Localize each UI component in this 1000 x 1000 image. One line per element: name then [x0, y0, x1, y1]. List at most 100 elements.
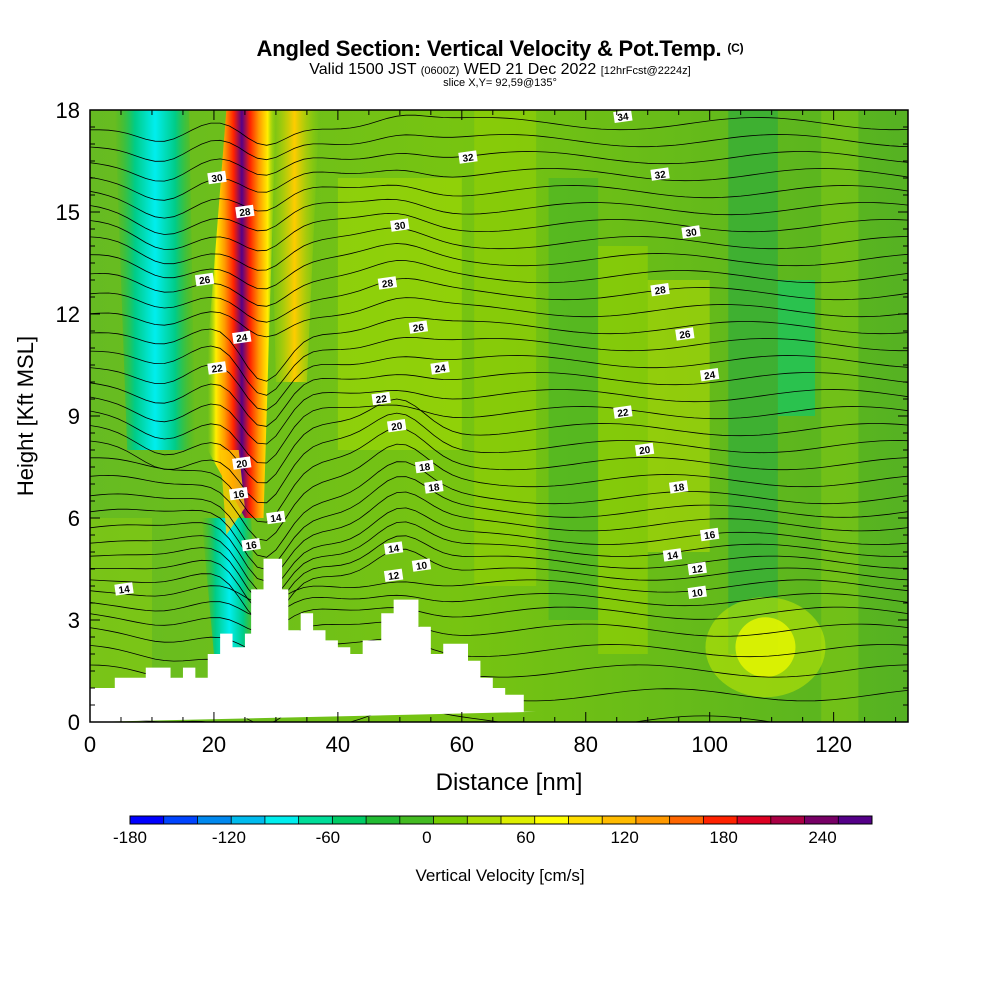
contour-label-bg: [687, 561, 707, 576]
valid-utc: (0600Z): [420, 65, 460, 77]
isentrope-line: [90, 134, 908, 162]
field-patch: [337, 178, 462, 450]
terrain-profile: [90, 558, 537, 722]
y-tick-label: 15: [56, 200, 80, 225]
contour-label: 20: [232, 456, 252, 471]
contour-label-text: 10: [415, 560, 428, 573]
chart-subtitle: Valid 1500 JST (0600Z) WED 21 Dec 2022 […: [0, 61, 1000, 79]
contour-label: 18: [424, 480, 444, 495]
contour-label-text: 30: [211, 173, 224, 186]
contour-label: 30: [390, 218, 410, 233]
contour-label: 28: [235, 204, 255, 220]
contour-label-bg: [668, 480, 689, 494]
isentrope-line: [90, 336, 908, 396]
contour-label-bg: [414, 459, 435, 474]
y-tick-label: 6: [68, 506, 80, 531]
isentrope-line: [90, 507, 908, 593]
isentrope-line: [90, 277, 908, 323]
colorbar-frame: [129, 815, 873, 825]
contour-label-text: 24: [236, 333, 249, 346]
contour-label-bg: [241, 538, 261, 552]
colorbar-swatch: [366, 816, 401, 824]
contour-label-text: 24: [704, 370, 717, 383]
colorbar-swatch: [770, 816, 806, 824]
contour-label-text: 28: [239, 207, 252, 220]
contour-label-bg: [232, 456, 252, 470]
contour-label: 26: [675, 327, 695, 342]
colorbar-tick-label: 120: [610, 828, 638, 847]
colorbar-swatch: [635, 816, 671, 824]
colorbar-swatch: [501, 816, 536, 824]
contour-label-text: 22: [211, 363, 224, 376]
field-patch: [821, 110, 859, 722]
contour-label-bg: [235, 204, 255, 219]
contour-label: 14: [662, 548, 683, 563]
contour-label-text: 24: [434, 363, 447, 376]
contour-label: 14: [266, 510, 286, 525]
isentrope-line: [90, 114, 908, 146]
contour-label-text: 28: [381, 278, 394, 291]
contour-label-text: 18: [428, 482, 441, 495]
field-patch: [548, 178, 599, 620]
contour-label: 18: [414, 459, 435, 474]
colorbar-tick-label: -120: [212, 828, 246, 847]
contour-label-bg: [699, 368, 720, 382]
field-patch: [777, 280, 816, 416]
contour-label: 32: [650, 167, 670, 182]
contour-labels: 34 32 32 30 28 30 30 26 28 28 26 26 24 22 24 24 22 22 20 20…: [114, 110, 720, 601]
copyright-mark: (C): [727, 41, 744, 55]
colorbar-swatch: [231, 816, 266, 824]
contour-label-bg: [699, 527, 720, 542]
contour-label: 10: [411, 558, 432, 573]
downdraft-column: [114, 110, 196, 450]
downdraft-column: [201, 518, 258, 654]
colorbar-tick-label: 180: [709, 828, 737, 847]
x-tick-label: 20: [202, 732, 226, 757]
field-patch: [647, 280, 710, 552]
contour-label-bg: [650, 283, 670, 297]
colorbar-swatch: [298, 816, 333, 824]
contour-label: 30: [681, 225, 701, 240]
isentrope-line: [90, 579, 908, 605]
plot-area: 34 32 32 30 28 30 30 26 28 28 26 26 24 22 24 24 22 22 20 20…: [90, 110, 908, 722]
colorbar-label: Vertical Velocity [cm/s]: [415, 866, 584, 885]
contour-label: 12: [383, 568, 404, 583]
isentrope-line: [90, 548, 908, 624]
colorbar-swatch: [332, 816, 367, 824]
y-tick-label: 0: [68, 710, 80, 735]
contour-label: 20: [387, 419, 407, 433]
contour-label-bg: [207, 361, 227, 375]
secondary-updraft: [269, 110, 320, 382]
contour-label-text: 12: [691, 564, 704, 577]
contour-label-bg: [114, 582, 134, 596]
contour-label-text: 26: [412, 322, 425, 335]
colorbar-tick-label: 240: [808, 828, 836, 847]
contour-label: 16: [228, 487, 249, 501]
contour-label-bg: [377, 276, 398, 290]
y-axis-label: Height [Kft MSL]: [13, 336, 38, 496]
contour-label-text: 16: [245, 540, 258, 553]
isentrope-line: [90, 476, 908, 571]
field-patch: [474, 110, 537, 586]
colorbar-swatch: [534, 816, 569, 824]
contour-label: 14: [114, 582, 134, 597]
colorbar-swatch: [433, 816, 468, 824]
contour-label: 16: [699, 527, 720, 542]
contour-label-text: 32: [654, 169, 667, 182]
contour-label-text: 30: [394, 220, 407, 233]
chart-title-text: Angled Section: Vertical Velocity & Pot.…: [256, 36, 722, 61]
valid-date: WED 21 Dec 2022: [463, 61, 597, 78]
x-tick-label: 0: [84, 732, 96, 757]
contour-label: 20: [634, 442, 655, 457]
main-updraft-column: [207, 110, 276, 518]
isentrope-line: [90, 297, 908, 338]
contour-label-text: 10: [691, 588, 704, 601]
colorbar-swatch: [669, 816, 704, 824]
isentrope-line: [90, 461, 908, 558]
contour-label: 16: [241, 538, 261, 553]
colorbar-tick-label: 0: [422, 828, 431, 847]
isentrope-line: [90, 212, 908, 252]
contour-label: 14: [383, 541, 404, 556]
contour-label: 34: [613, 110, 633, 124]
